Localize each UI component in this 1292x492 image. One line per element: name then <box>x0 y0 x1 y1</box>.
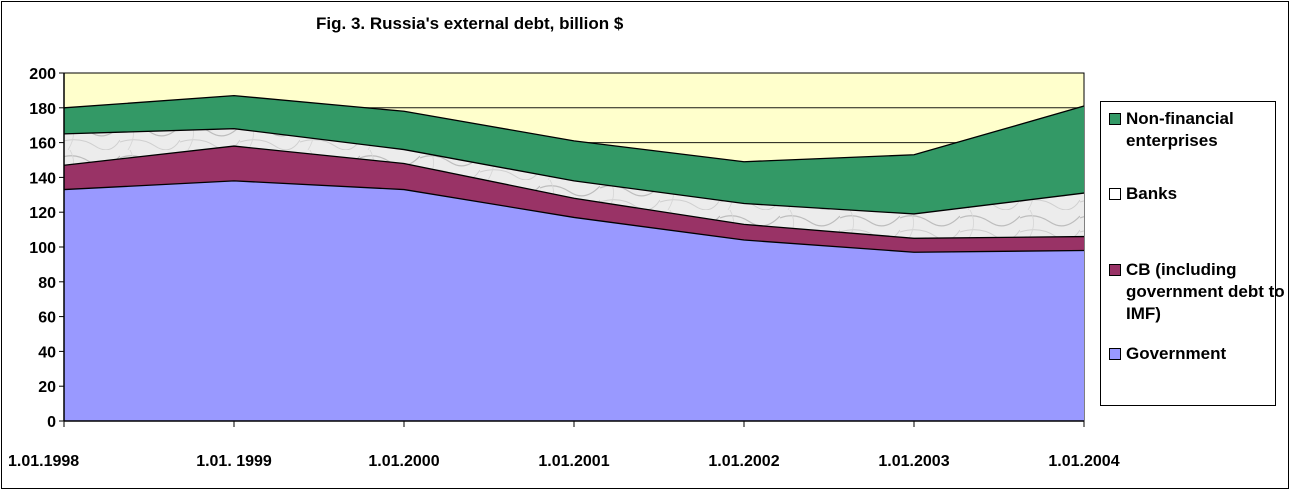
series-line-government <box>63 180 1085 253</box>
x-tick-label: 1.01.1998 <box>8 453 79 470</box>
x-tick-label: 1.01.2002 <box>708 453 779 470</box>
legend-item-cb-including-government-debt-to-imf: CB (including government debt to IMF) <box>1109 259 1286 325</box>
y-tick-label: 60 <box>38 310 56 327</box>
x-tick-label: 1.01. 1999 <box>196 453 272 470</box>
series-line-cb-including-government-debt-to-imf <box>63 145 1085 239</box>
chart-title: Fig. 3. Russia's external debt, billion … <box>316 14 624 33</box>
x-tick-label: 1.01.2003 <box>878 453 949 470</box>
area-fill-government <box>64 180 1084 421</box>
area-fill-non-financial-enterprises <box>64 95 1084 214</box>
legend-swatch <box>1109 113 1121 125</box>
legend-item-banks: Banks <box>1109 183 1286 205</box>
legend-swatch <box>1109 188 1121 200</box>
y-tick-label: 40 <box>38 344 56 361</box>
y-tick-label: 160 <box>29 136 56 153</box>
y-tick-label: 0 <box>47 414 56 431</box>
y-tick-label: 100 <box>29 240 56 257</box>
y-tick-label: 80 <box>38 275 56 292</box>
legend-swatch <box>1109 348 1121 360</box>
area-fill-banks <box>64 128 1084 239</box>
y-tick-label: 140 <box>29 170 56 187</box>
y-tick-label: 20 <box>38 379 56 396</box>
legend-item-government: Government <box>1109 343 1286 365</box>
legend-label: CB (including government debt to IMF) <box>1126 260 1285 323</box>
series-line-banks <box>63 128 1085 215</box>
legend-label: Government <box>1126 344 1227 363</box>
y-tick-label: 200 <box>29 66 56 83</box>
x-tick-label: 1.01.2000 <box>368 453 439 470</box>
legend-item-non-financial-enterprises: Non-financial enterprises <box>1109 108 1286 152</box>
chart-legend: Non-financial enterprises Banks CB (includ… <box>1100 101 1285 406</box>
series-line-non-financial-enterprises <box>63 94 1085 163</box>
area-fill-cb-including-government-debt-to-imf <box>64 146 1084 253</box>
legend-label: Banks <box>1126 184 1178 203</box>
legend-label: Non-financial enterprises <box>1126 109 1234 150</box>
y-tick-label: 180 <box>29 101 56 118</box>
x-tick-label: 1.01.2001 <box>538 453 609 470</box>
x-tick-label: 1.01.2004 <box>1048 453 1119 470</box>
y-tick-label: 120 <box>29 205 56 222</box>
legend-swatch <box>1109 264 1121 276</box>
